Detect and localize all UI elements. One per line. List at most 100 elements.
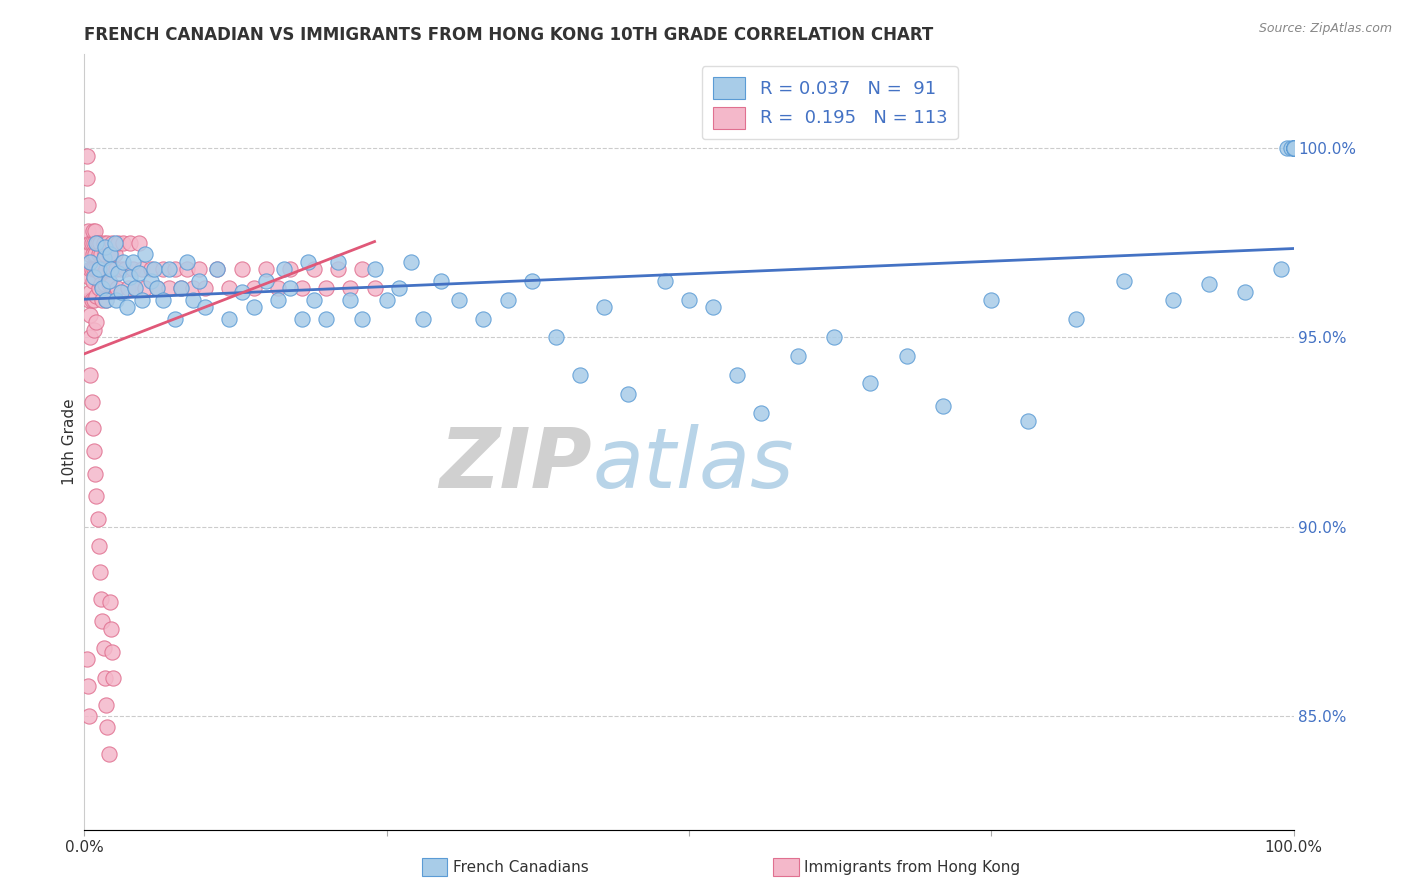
Point [97,277,120,292]
Point [86,289,108,303]
Point [104,247,127,261]
Point [105,281,128,295]
Point [980,293,1002,307]
Point [152,293,174,307]
Point [520,274,543,288]
Point [449,293,471,307]
Point [87,262,110,277]
Text: ZIP: ZIP [440,425,592,506]
Point [702,300,724,314]
Point [114,262,136,277]
Point [83,444,105,458]
Point [328,262,350,277]
Point [375,293,398,307]
Point [207,262,229,277]
Point [80,235,103,250]
Point [399,254,422,268]
Point [1064,311,1087,326]
Point [328,254,350,268]
Point [170,281,193,295]
Point [93,640,115,655]
Point [76,652,98,666]
Point [86,315,108,329]
Point [79,368,101,383]
Point [363,281,385,295]
Point [77,224,100,238]
Point [83,235,105,250]
Point [654,274,676,288]
Point [302,293,325,307]
Point [128,235,150,250]
Point [115,300,138,314]
Point [97,247,120,261]
Point [79,235,101,250]
Point [86,262,108,277]
Point [83,262,105,277]
Point [146,281,169,295]
Point [231,262,253,277]
Point [181,281,204,295]
Point [110,262,132,277]
Point [86,235,108,250]
Point [267,293,290,307]
Point [84,467,107,481]
Point [112,235,135,250]
Point [1282,141,1305,155]
Point [83,293,105,307]
Point [472,311,495,326]
Point [1114,274,1136,288]
Point [107,266,129,280]
Point [90,277,112,292]
Point [188,274,211,288]
Point [124,281,146,295]
Point [207,262,229,277]
Point [80,394,103,409]
Y-axis label: 10th Grade: 10th Grade [62,398,77,485]
Point [80,262,103,277]
Point [430,274,453,288]
Point [76,149,98,163]
Point [170,281,193,295]
Point [89,235,111,250]
Point [339,293,361,307]
Point [218,311,240,326]
Text: Source: ZipAtlas.com: Source: ZipAtlas.com [1258,22,1392,36]
Point [194,281,217,295]
Point [267,281,290,295]
Point [86,262,108,277]
Point [77,709,100,723]
Point [98,595,121,609]
Point [83,269,105,284]
Point [1161,293,1184,307]
Point [412,311,434,326]
Point [82,421,104,435]
Point [101,645,124,659]
Point [751,406,773,420]
Point [117,281,139,295]
Point [134,247,156,261]
Point [291,281,314,295]
Point [242,300,264,314]
Point [157,262,180,277]
Text: French Canadians: French Canadians [453,860,589,874]
Point [124,281,146,295]
Text: atlas: atlas [592,425,794,506]
Point [218,281,240,295]
Point [82,247,104,261]
Point [87,281,110,295]
Point [86,490,108,504]
Point [80,293,103,307]
Point [94,698,117,712]
Point [82,274,104,288]
Point [302,262,325,277]
Point [100,277,122,292]
Point [297,254,319,268]
Point [128,266,150,280]
Point [94,239,117,253]
Point [90,247,112,261]
Point [84,224,107,238]
Point [152,262,174,277]
Point [87,539,110,553]
Point [91,293,114,307]
Point [1017,414,1039,428]
